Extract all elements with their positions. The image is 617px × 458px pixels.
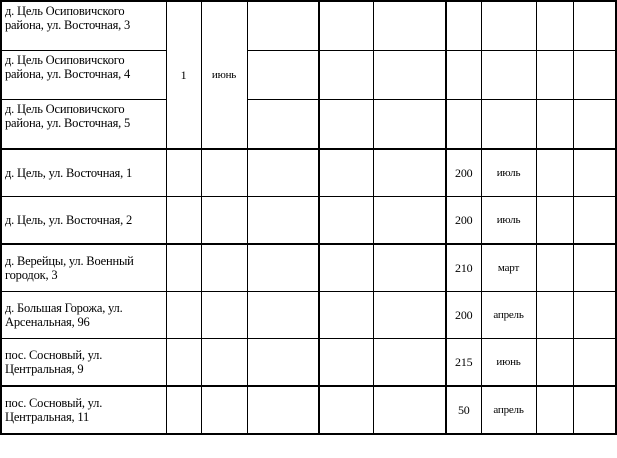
empty-cell: [318, 148, 374, 197]
value-cell: 210: [445, 243, 482, 292]
empty-cell: [372, 338, 447, 387]
empty-cell: [372, 0, 447, 51]
empty-cell: [246, 196, 320, 245]
empty-cell: [372, 99, 447, 150]
empty-cell: [480, 0, 537, 51]
empty-cell: [572, 50, 617, 100]
address-cell: пос. Сосновый, ул. Центральная, 11: [0, 385, 167, 435]
empty-cell: [480, 99, 537, 150]
empty-cell: [246, 99, 320, 150]
month-cell: июль: [480, 196, 537, 245]
empty-cell: [165, 196, 202, 245]
empty-cell: [246, 385, 320, 435]
empty-cell: [572, 338, 617, 387]
empty-cell: [318, 196, 374, 245]
empty-cell: [572, 0, 617, 51]
empty-cell: [246, 338, 320, 387]
empty-cell: [535, 196, 574, 245]
table-row: пос. Сосновый, ул. Центральная, 11 50 ап…: [0, 385, 617, 435]
empty-cell: [535, 243, 574, 292]
empty-cell: [535, 50, 574, 100]
empty-cell: [372, 243, 447, 292]
table-row: д. Цель Осиповичского района, ул. Восточ…: [0, 50, 617, 100]
table-row: д. Цель Осиповичского района, ул. Восточ…: [0, 0, 617, 150]
table-row: д. Цель, ул. Восточная, 1 200 июль: [0, 148, 617, 197]
empty-cell: [318, 385, 374, 435]
table-row: пос. Сосновый, ул. Центральная, 9 215 ию…: [0, 338, 617, 387]
empty-cell: [535, 148, 574, 197]
empty-cell: [246, 50, 320, 100]
address-cell: пос. Сосновый, ул. Центральная, 9: [0, 338, 167, 387]
empty-cell: [165, 243, 202, 292]
empty-cell: [165, 385, 202, 435]
value-cell: 200: [445, 148, 482, 197]
empty-cell: [572, 243, 617, 292]
month-cell: июнь: [200, 0, 248, 150]
empty-cell: [200, 291, 248, 339]
value-cell: 200: [445, 291, 482, 339]
address-cell: д. Цель Осиповичского района, ул. Восточ…: [0, 50, 167, 100]
empty-cell: [535, 0, 574, 51]
empty-cell: [318, 338, 374, 387]
month-cell: март: [480, 243, 537, 292]
address-cell: д. Цель, ул. Восточная, 1: [0, 148, 167, 197]
empty-cell: [318, 291, 374, 339]
table-row: д. Большая Горожа, ул. Арсенальная, 96 2…: [0, 291, 617, 339]
empty-cell: [165, 338, 202, 387]
empty-cell: [372, 50, 447, 100]
address-cell: д. Верейцы, ул. Военный городок, 3: [0, 243, 167, 292]
empty-cell: [480, 50, 537, 100]
empty-cell: [200, 196, 248, 245]
empty-cell: [535, 99, 574, 150]
empty-cell: [572, 291, 617, 339]
empty-cell: [572, 148, 617, 197]
address-cell: д. Большая Горожа, ул. Арсенальная, 96: [0, 291, 167, 339]
month-cell: апрель: [480, 291, 537, 339]
empty-cell: [372, 148, 447, 197]
schedule-table: д. Цель Осиповичского района, ул. Восточ…: [0, 0, 617, 435]
empty-cell: [200, 243, 248, 292]
address-cell: д. Цель, ул. Восточная, 2: [0, 196, 167, 245]
empty-cell: [200, 385, 248, 435]
table-row: д. Цель Осиповичского района, ул. Восточ…: [0, 99, 617, 150]
value-cell: 200: [445, 196, 482, 245]
value-cell: 215: [445, 338, 482, 387]
empty-cell: [318, 0, 374, 51]
value-cell: 50: [445, 385, 482, 435]
empty-cell: [318, 99, 374, 150]
empty-cell: [535, 291, 574, 339]
month-cell: апрель: [480, 385, 537, 435]
empty-cell: [372, 196, 447, 245]
empty-cell: [445, 50, 482, 100]
table-row: д. Верейцы, ул. Военный городок, 3 210 м…: [0, 243, 617, 292]
empty-cell: [246, 291, 320, 339]
empty-cell: [572, 99, 617, 150]
empty-cell: [246, 0, 320, 51]
empty-cell: [200, 338, 248, 387]
empty-cell: [445, 99, 482, 150]
empty-cell: [572, 196, 617, 245]
empty-cell: [372, 385, 447, 435]
empty-cell: [165, 291, 202, 339]
empty-cell: [165, 148, 202, 197]
empty-cell: [535, 338, 574, 387]
empty-cell: [246, 243, 320, 292]
empty-cell: [246, 148, 320, 197]
empty-cell: [318, 50, 374, 100]
month-cell: июль: [480, 148, 537, 197]
address-cell: д. Цель Осиповичского района, ул. Восточ…: [0, 0, 167, 51]
empty-cell: [318, 243, 374, 292]
empty-cell: [372, 291, 447, 339]
empty-cell: [200, 148, 248, 197]
empty-cell: [572, 385, 617, 435]
count-cell: 1: [165, 0, 202, 150]
month-cell: июнь: [480, 338, 537, 387]
empty-cell: [445, 0, 482, 51]
address-cell: д. Цель Осиповичского района, ул. Восточ…: [0, 99, 167, 150]
empty-cell: [535, 385, 574, 435]
table-row: д. Цель, ул. Восточная, 2 200 июль: [0, 196, 617, 245]
